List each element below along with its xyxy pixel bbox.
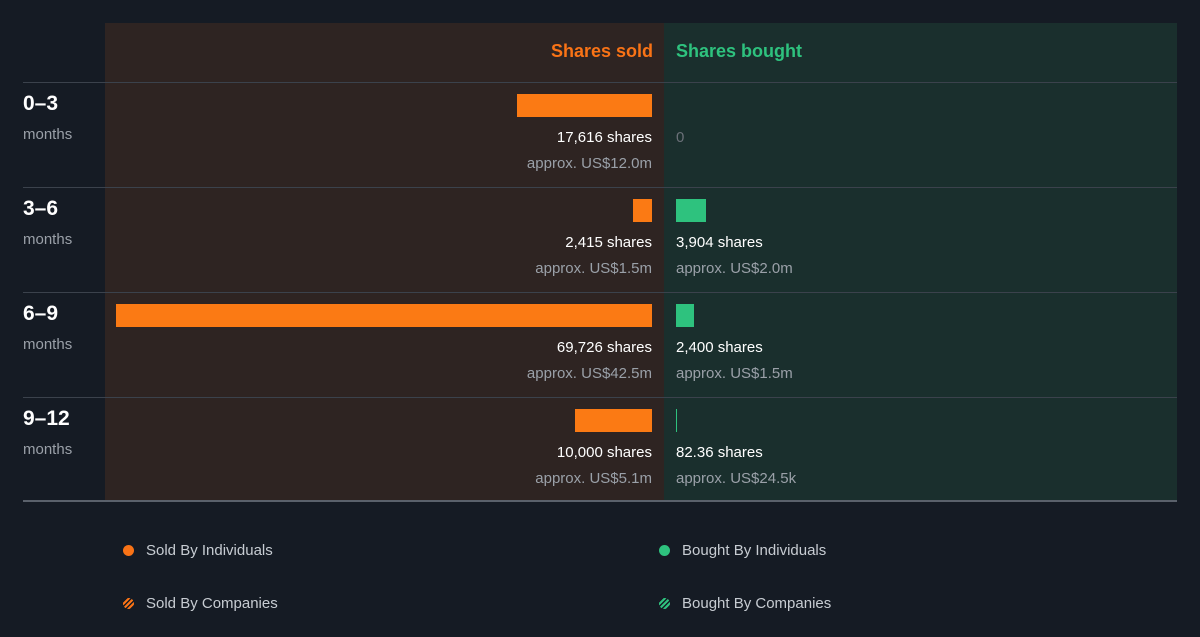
shares-sold-header: Shares sold [550,41,653,61]
row-divider [23,82,1177,83]
orange-dot-icon [123,545,134,556]
legend-label: Sold By Companies [146,595,278,612]
green-dot-icon [659,545,670,556]
legend-item-sold-individuals[interactable]: Sold By Individuals [123,542,273,560]
sold-shares-label: 2,415 shares [565,234,652,251]
period-label: 6–9 [23,302,59,325]
period-row: 9–12 months 10,000 shares approx. US$5.1… [0,398,1200,503]
sold-value-label: approx. US$1.5m [535,260,652,277]
chart-baseline [23,500,1177,502]
period-row: 6–9 months 69,726 shares approx. US$42.5… [0,293,1200,398]
sold-bar [517,94,652,117]
legend-label: Sold By Individuals [146,542,273,559]
bought-shares-label: 0 [676,129,685,146]
row-divider [23,292,1177,293]
shares-bought-header: Shares bought [676,41,803,61]
bought-shares-label: 82.36 shares [676,444,763,461]
bought-bar [676,409,677,432]
sold-bar [575,409,652,432]
sold-bar [633,199,652,222]
orange-striped-dot-icon [123,598,134,609]
period-row: 0–3 months 17,616 shares approx. US$12.0… [0,83,1200,188]
row-divider [23,397,1177,398]
bought-value-label: approx. US$2.0m [676,260,793,277]
period-unit: months [23,441,73,458]
legend-item-sold-companies[interactable]: Sold By Companies [123,595,278,613]
period-label: 9–12 [23,407,70,430]
sold-shares-label: 69,726 shares [556,339,652,356]
legend-item-bought-companies[interactable]: Bought By Companies [659,595,832,613]
bought-shares-label: 2,400 shares [676,339,763,356]
sold-shares-label: 17,616 shares [556,129,652,146]
bought-shares-label: 3,904 shares [676,234,763,251]
legend-label: Bought By Individuals [682,542,827,559]
period-unit: months [23,126,73,143]
sold-value-label: approx. US$42.5m [526,365,652,382]
period-unit: months [23,231,73,248]
period-unit: months [23,336,73,353]
bought-value-label: approx. US$24.5k [676,470,797,487]
sold-value-label: approx. US$5.1m [535,470,652,487]
legend-item-bought-individuals[interactable]: Bought By Individuals [659,542,827,560]
period-label: 0–3 [23,92,59,115]
sold-value-label: approx. US$12.0m [526,155,652,172]
period-label: 3–6 [23,197,59,220]
green-striped-dot-icon [659,598,670,609]
bought-bar [676,199,706,222]
sold-bar [116,304,652,327]
row-divider [23,187,1177,188]
bought-value-label: approx. US$1.5m [676,365,793,382]
period-row: 3–6 months 2,415 shares approx. US$1.5m … [0,188,1200,293]
bought-bar [676,304,694,327]
bought-panel [664,23,1177,501]
legend-label: Bought By Companies [682,595,832,612]
sold-shares-label: 10,000 shares [556,444,652,461]
